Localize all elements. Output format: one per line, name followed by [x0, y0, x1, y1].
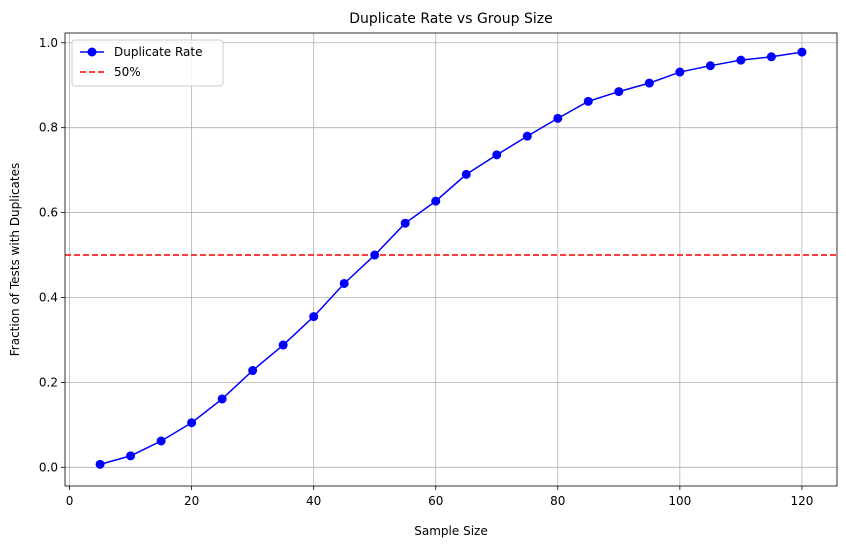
data-point: [553, 113, 563, 123]
data-point: [461, 169, 471, 179]
chart-title: Duplicate Rate vs Group Size: [349, 11, 553, 27]
legend-label-50-percent: 50%: [114, 65, 141, 79]
plot-area: [65, 33, 837, 486]
x-tick-label: 120: [790, 494, 813, 508]
x-tick-label: 60: [428, 494, 443, 508]
data-point: [644, 78, 654, 88]
data-point: [370, 250, 380, 260]
data-point: [431, 196, 441, 206]
legend-label-duplicate-rate: Duplicate Rate: [114, 45, 203, 59]
data-point: [248, 366, 258, 376]
series-line: [99, 51, 803, 466]
legend-marker-duplicate-rate: [87, 47, 97, 57]
y-tick-label: 0.8: [39, 121, 58, 135]
data-point: [797, 47, 807, 57]
x-tick-label: 100: [668, 494, 691, 508]
grid: [65, 33, 837, 486]
data-point: [675, 67, 685, 77]
data-point: [217, 394, 227, 404]
data-point: [278, 340, 288, 350]
y-tick-label: 0.0: [39, 460, 58, 474]
data-point: [736, 55, 746, 65]
legend: Duplicate Rate 50%: [71, 39, 224, 87]
data-point: [766, 52, 776, 62]
data-point: [614, 87, 624, 97]
series-layer: [95, 47, 807, 469]
x-axis-label: Sample Size: [414, 524, 487, 538]
y-tick-label: 1.0: [39, 36, 58, 50]
data-point: [156, 436, 166, 446]
y-tick-label: 0.6: [39, 206, 58, 220]
data-point: [309, 312, 319, 322]
y-tick-label: 0.2: [39, 375, 58, 389]
data-point: [187, 418, 197, 428]
data-point: [522, 131, 532, 141]
x-tick-label: 20: [184, 494, 199, 508]
data-point: [95, 459, 105, 469]
x-tick-label: 0: [66, 494, 74, 508]
y-tick-label: 0.4: [39, 290, 58, 304]
data-point: [705, 61, 715, 71]
y-axis-label: Fraction of Tests with Duplicates: [8, 163, 22, 357]
x-tick-label: 40: [306, 494, 321, 508]
data-point: [339, 278, 349, 288]
plot-frame: [64, 32, 838, 487]
x-tick-label: 80: [550, 494, 565, 508]
y-axis: 0.0 0.2 0.4 0.6 0.8 1.0: [39, 36, 65, 474]
data-point: [583, 96, 593, 106]
data-point: [400, 218, 410, 228]
legend-box: [71, 39, 224, 87]
data-point: [492, 150, 502, 160]
data-point: [126, 451, 136, 461]
x-axis: 0 20 40 60 80 100 120: [66, 486, 813, 508]
